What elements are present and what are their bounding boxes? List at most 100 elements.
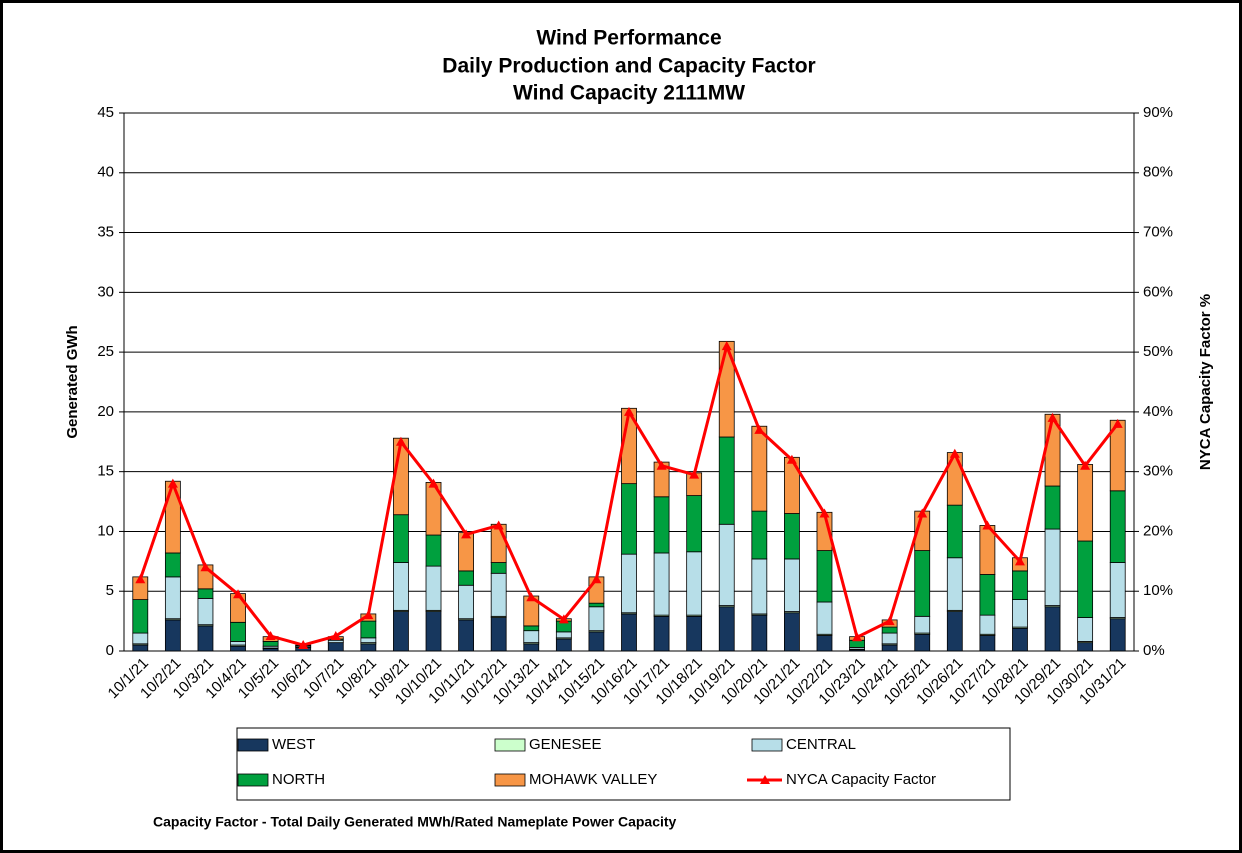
bar-segment [164, 619, 181, 652]
chart-title: Daily Production and Capacity Factor [442, 55, 815, 78]
line-marker [298, 640, 309, 650]
bar-segment [523, 630, 540, 644]
line-marker [428, 478, 439, 488]
bar-segment [718, 523, 735, 606]
bar-segment [458, 584, 474, 620]
bar-segment [751, 614, 768, 652]
legend-swatch [237, 773, 269, 787]
bar-segment [914, 615, 931, 634]
bar-segment [751, 558, 768, 615]
bar-segment [784, 558, 800, 612]
bar-segment [360, 637, 377, 644]
bar-segment [1044, 485, 1061, 530]
y2-tick-label: 40% [1143, 403, 1173, 420]
line-marker [917, 508, 928, 518]
legend-label: CENTRAL [786, 736, 856, 753]
line-marker [233, 589, 244, 599]
bar-segment [621, 613, 637, 652]
bar-segment [751, 510, 768, 560]
bar-segment [686, 615, 703, 652]
bar-segment [262, 641, 279, 647]
bar-segment [490, 523, 507, 563]
bar-segment [653, 496, 670, 554]
y2-tick-label: 50% [1143, 343, 1173, 360]
bar-segment [718, 606, 735, 652]
bar-segment [946, 557, 963, 611]
legend-swatch [751, 738, 783, 752]
line-marker [167, 478, 178, 488]
line-marker [265, 631, 276, 641]
bar-segment [816, 550, 833, 603]
y2-tick-label: 30% [1143, 463, 1173, 480]
bar-segment [393, 562, 409, 611]
y2-tick-label: 60% [1143, 283, 1173, 300]
bar-segment [360, 643, 377, 652]
line-marker [949, 448, 960, 458]
legend-label: GENESEE [529, 736, 602, 753]
bar-segment [132, 599, 149, 634]
y-tick-label: 5 [106, 582, 114, 599]
bar-segment [164, 576, 181, 620]
bar-segment [718, 436, 735, 525]
legend-swatch [494, 773, 526, 787]
bar-segment [555, 638, 572, 652]
y-tick-label: 0 [106, 642, 114, 659]
bar-segment [425, 534, 442, 567]
y2-tick-label: 90% [1143, 104, 1173, 121]
bar-segment [393, 611, 409, 652]
bar-segment [653, 552, 670, 616]
bar-segment [816, 635, 833, 652]
bar-segment [914, 550, 931, 617]
line-marker [982, 520, 993, 530]
bar-segment [523, 625, 540, 632]
line-marker [754, 424, 765, 434]
bar-segment [946, 504, 963, 559]
bar-segment [686, 551, 703, 616]
line-marker [1080, 460, 1091, 470]
y2-tick-label: 70% [1143, 224, 1173, 241]
bar-segment [914, 633, 931, 652]
legend-label: NORTH [272, 771, 325, 788]
bar-segment [197, 625, 214, 652]
line-marker [395, 436, 406, 446]
bar-segment [588, 631, 605, 652]
bar-segment [784, 513, 800, 560]
bar-segment [653, 615, 670, 652]
bar-segment [555, 631, 572, 639]
bar-segment [979, 635, 996, 652]
bar-segment [751, 425, 768, 512]
bar-segment [1109, 618, 1126, 652]
chart-title: Wind Performance [536, 27, 721, 50]
chart-title: Wind Capacity 2111MW [513, 82, 745, 105]
bar-segment [490, 572, 507, 617]
legend-label: MOHAWK VALLEY [529, 771, 657, 788]
legend-marker [760, 775, 770, 784]
legend-swatch [237, 738, 269, 752]
bar-segment [1109, 490, 1126, 563]
line-marker [1047, 412, 1058, 422]
line-marker [363, 610, 374, 620]
bar-segment [425, 565, 442, 611]
line-marker [1112, 418, 1123, 428]
bar-segment [1077, 642, 1094, 652]
bar-segment [197, 588, 214, 599]
y2-tick-label: 80% [1143, 164, 1173, 181]
y2-tick-label: 10% [1143, 582, 1173, 599]
y-axis-title: Generated GWh [64, 325, 81, 438]
bar-segment [458, 570, 474, 586]
y2-axis-title: NYCA Capacity Factor % [1197, 294, 1214, 470]
bar-segment [588, 606, 605, 632]
bar-segment [979, 574, 996, 616]
line-marker [884, 616, 895, 626]
y-tick-label: 15 [97, 463, 114, 480]
bar-segment [1077, 464, 1094, 542]
legend-swatch [494, 738, 526, 752]
bar-segment [849, 639, 865, 648]
line-marker [330, 631, 341, 641]
line-marker [493, 520, 504, 530]
line-marker [526, 592, 537, 602]
line-marker [656, 460, 667, 470]
bar-segment [490, 617, 507, 652]
y-tick-label: 10 [97, 522, 114, 539]
y-tick-label: 20 [97, 403, 114, 420]
